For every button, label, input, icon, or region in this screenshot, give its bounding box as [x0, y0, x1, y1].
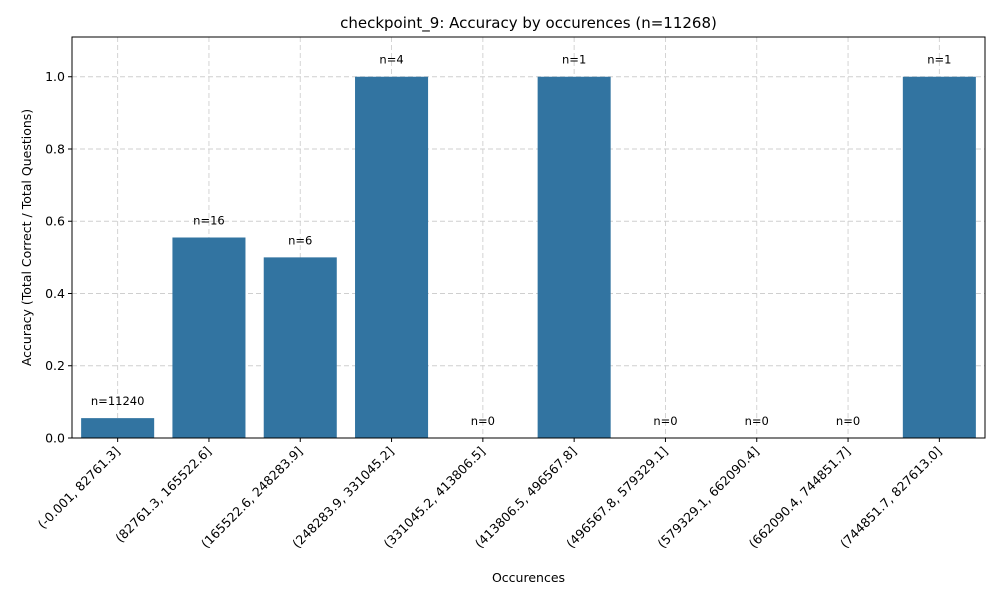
- bar-count-label: n=0: [836, 414, 860, 428]
- bar-count-label: n=0: [745, 414, 769, 428]
- bar: [902, 76, 976, 438]
- x-tick-label: (662090.4, 744851.7]: [746, 444, 853, 551]
- bar-count-label: n=6: [288, 233, 312, 247]
- x-axis-title: Occurences: [492, 570, 565, 585]
- bar-count-label: n=16: [193, 214, 225, 228]
- y-tick-label: 0.4: [45, 286, 65, 301]
- y-tick-label: 0.8: [45, 141, 65, 156]
- y-axis-title: Accuracy (Total Correct / Total Question…: [19, 109, 34, 366]
- bar: [172, 237, 246, 438]
- x-tick-label: (248283.9, 331045.2]: [289, 444, 396, 551]
- count-annotations: n=11240 n=16 n=6 n=4 n=0 n=1 n=0 n=0 n=0 n=1: [91, 53, 952, 428]
- bars-layer: [81, 76, 976, 438]
- bar-count-label: n=0: [653, 414, 677, 428]
- x-tick-label: (-0.001, 82761.3]: [35, 444, 123, 532]
- bar: [355, 76, 429, 438]
- x-tick-label: (165522.6, 248283.9]: [198, 444, 305, 551]
- x-tick-label: (82761.3, 165522.6]: [112, 444, 214, 546]
- y-tick-label: 0.2: [45, 358, 65, 373]
- y-tick-label: 0.0: [45, 431, 65, 446]
- x-tick-label: (331045.2, 413806.5]: [380, 444, 487, 551]
- bar: [537, 76, 611, 438]
- y-axis: 0.0 0.2 0.4 0.6 0.8 1.0: [45, 69, 72, 446]
- bar: [81, 418, 155, 438]
- y-tick-label: 1.0: [45, 69, 65, 84]
- x-tick-label: (744851.7, 827613.0]: [837, 444, 944, 551]
- x-tick-label: (496567.8, 579329.1]: [563, 444, 670, 551]
- x-tick-label: (579329.1, 662090.4]: [654, 444, 761, 551]
- bar-count-label: n=0: [471, 414, 495, 428]
- bar-count-label: n=1: [562, 53, 586, 67]
- bar-count-label: n=11240: [91, 394, 145, 408]
- chart-title: checkpoint_9: Accuracy by occurences (n=…: [340, 14, 717, 33]
- y-tick-label: 0.6: [45, 214, 65, 229]
- bar-count-label: n=4: [379, 53, 403, 67]
- x-axis: (-0.001, 82761.3](82761.3, 165522.6](165…: [35, 438, 944, 551]
- x-tick-label: (413806.5, 496567.8]: [472, 444, 579, 551]
- plot-frame: [71, 36, 986, 439]
- bar-count-label: n=1: [927, 53, 951, 67]
- bar: [263, 257, 337, 438]
